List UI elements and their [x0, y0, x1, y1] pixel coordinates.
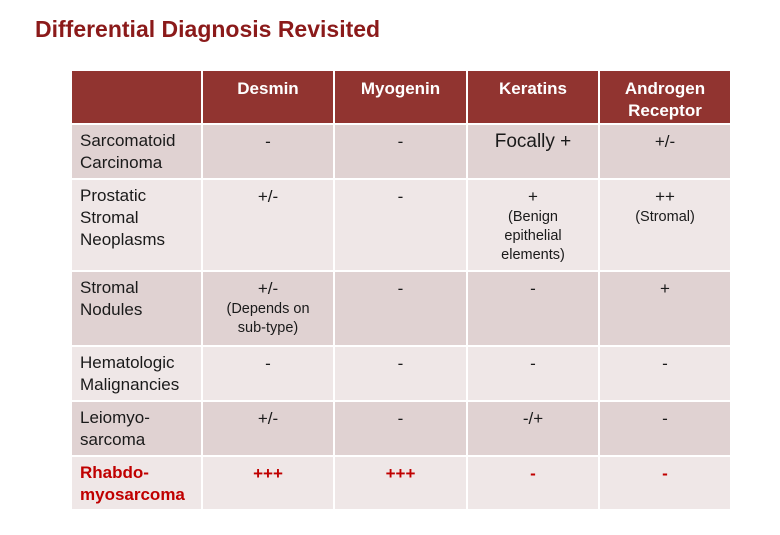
cell-value: +/- [257, 187, 279, 206]
cell-value: + [528, 187, 538, 206]
cell-value: +/- [257, 409, 279, 428]
table-cell: - [600, 402, 732, 457]
table-cell: - [600, 347, 732, 402]
slide-title: Differential Diagnosis Revisited [35, 16, 381, 42]
table-cell: - [468, 272, 600, 347]
label-line: Leiomyo- [80, 408, 150, 427]
label-line: Stromal [80, 278, 139, 297]
table-cell: - [335, 180, 468, 272]
label-line: Prostatic [80, 186, 147, 205]
table-cell: +++ [335, 457, 468, 511]
row-label: Leiomyo-sarcoma [72, 402, 203, 457]
table-cell: -/+ [468, 402, 600, 457]
cell-value: - [662, 354, 668, 373]
cell-value: - [662, 464, 668, 483]
cell-value: +/- [654, 132, 676, 151]
cell-note: elements) [501, 247, 565, 263]
label-line: Nodules [80, 300, 143, 319]
header-cell [72, 71, 203, 125]
table-cell: +/- (Depends on sub-type) [203, 272, 335, 347]
table-cell: - [600, 457, 732, 511]
table-cell: ++ (Stromal) [600, 180, 732, 272]
table-cell: +/- [203, 402, 335, 457]
cell-value: - [397, 132, 404, 151]
label-line: Malignancies [80, 375, 180, 394]
table-cell: + [600, 272, 732, 347]
cell-note: epithelial [504, 228, 562, 244]
label-line: Hematologic [80, 353, 175, 372]
table-cell: - [203, 125, 335, 180]
table-cell: - [335, 402, 468, 457]
cell-value: - [397, 354, 404, 373]
cell-value: Focally + [494, 131, 572, 152]
row-label: Prostatic Stromal Neoplasms [72, 180, 203, 272]
row-label: Hematologic Malignancies [72, 347, 203, 402]
cell-note: (Depends on [226, 301, 310, 317]
table-cell: +++ [203, 457, 335, 511]
label-line: Rhabdo- [80, 463, 149, 482]
cell-value: - [265, 354, 271, 373]
cell-note: (Benign [508, 209, 558, 225]
label-line: Stromal [80, 208, 139, 227]
cell-value: - [397, 279, 404, 298]
label-line: sarcoma [80, 430, 146, 449]
cell-value: -/+ [522, 409, 544, 428]
cell-value: +++ [385, 464, 416, 483]
cell-value: +/- [257, 279, 279, 298]
header-cell: Desmin [203, 71, 335, 125]
row-label: Sarcomatoid Carcinoma [72, 125, 203, 180]
table-cell: - [468, 457, 600, 511]
cell-value: - [530, 279, 536, 298]
cell-value: - [530, 354, 536, 373]
cell-value: - [265, 132, 271, 151]
header-cell: Myogenin [335, 71, 468, 125]
table-cell: - [468, 347, 600, 402]
table-cell: - [335, 272, 468, 347]
label-line: Neoplasms [80, 230, 166, 249]
row-label: Rhabdo-myosarcoma [72, 457, 203, 511]
cell-value: + [660, 279, 670, 298]
table-cell: - [203, 347, 335, 402]
label-line: Sarcomatoid [80, 131, 176, 150]
table-cell: + (Benign epithelial elements) [468, 180, 600, 272]
table-cell: - [335, 125, 468, 180]
cell-value: - [662, 409, 668, 428]
cell-note: (Stromal) [635, 209, 695, 225]
row-label: Stromal Nodules [72, 272, 203, 347]
header-cell: Androgen Receptor [600, 71, 732, 125]
cell-value: - [397, 187, 404, 206]
header-cell: Keratins [468, 71, 600, 125]
table-cell: +/- [600, 125, 732, 180]
cell-value: +++ [253, 464, 283, 483]
table-cell: +/- [203, 180, 335, 272]
table-cell: Focally + [468, 125, 600, 180]
label-line: Carcinoma [80, 153, 163, 172]
cell-value: - [397, 409, 404, 428]
cell-value: - [530, 464, 536, 483]
cell-value: ++ [655, 187, 675, 206]
table-cell: - [335, 347, 468, 402]
cell-note: sub-type) [237, 320, 299, 336]
label-line: myosarcoma [80, 485, 185, 504]
